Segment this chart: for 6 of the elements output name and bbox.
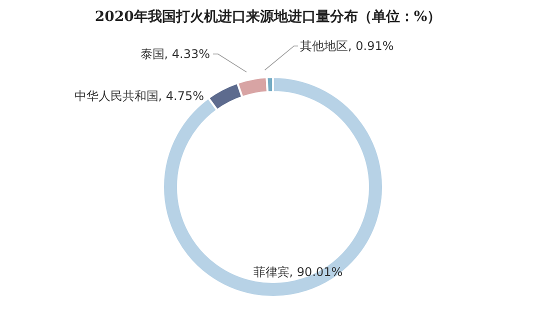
slice-label: 泰国, 4.33% xyxy=(140,47,210,61)
chart-title: 2020年我国打火机进口来源地进口量分布（单位：%） xyxy=(94,8,442,26)
slice-label: 其他地区, 0.91% xyxy=(300,39,394,53)
slice-label: 中华人民共和国, 4.75% xyxy=(74,89,204,103)
slice-label: 菲律宾, 90.01% xyxy=(253,265,343,279)
donut-slice xyxy=(162,76,384,298)
